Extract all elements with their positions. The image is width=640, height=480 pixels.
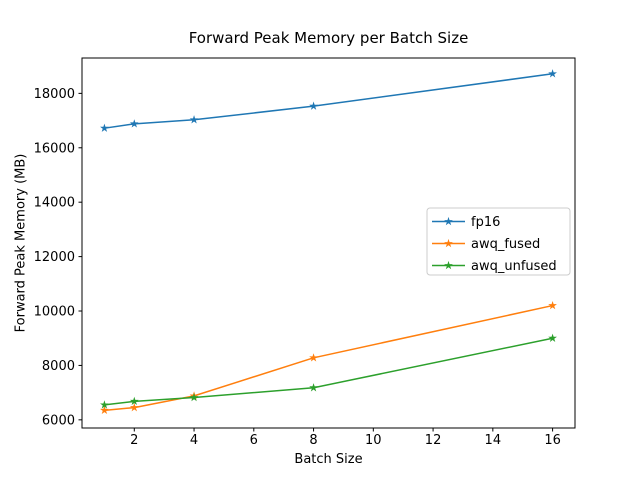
series-marker-awq_unfused <box>189 392 199 402</box>
series-marker-awq_fused <box>100 405 109 415</box>
series-marker-fp16 <box>309 101 318 110</box>
x-axis-label: Batch Size <box>294 452 363 467</box>
series-marker-fp16 <box>129 119 139 128</box>
x-tick-label: 8 <box>309 433 317 448</box>
y-tick-label: 12000 <box>34 250 75 265</box>
x-tick-label: 4 <box>190 433 198 448</box>
x-tick-label: 2 <box>130 433 138 448</box>
x-tick-label: 14 <box>485 433 502 448</box>
series-marker-fp16 <box>100 123 109 132</box>
y-tick-label: 10000 <box>34 305 75 320</box>
x-tick-label: 12 <box>425 433 442 448</box>
legend-sample-marker-awq_unfused <box>444 260 453 270</box>
series-marker-awq_unfused <box>100 400 109 409</box>
legend-label-awq_unfused: awq_unfused <box>471 259 557 274</box>
series-marker-awq_unfused <box>309 383 318 392</box>
y-tick-label: 14000 <box>34 196 75 211</box>
x-tick-label: 6 <box>250 433 258 448</box>
series-marker-awq_unfused <box>129 396 139 406</box>
legend-sample-marker-fp16 <box>444 216 453 226</box>
series-marker-fp16 <box>548 69 557 78</box>
series-marker-awq_fused <box>309 353 318 362</box>
series-marker-awq_fused <box>129 403 139 412</box>
y-tick-label: 16000 <box>34 141 75 156</box>
series-marker-awq_fused <box>548 300 557 310</box>
legend-label-fp16: fp16 <box>471 215 500 230</box>
x-tick-label: 16 <box>544 433 561 448</box>
legend-sample-marker-awq_fused <box>444 238 453 248</box>
y-tick-label: 6000 <box>42 413 75 428</box>
series-marker-awq_unfused <box>548 333 557 342</box>
y-tick-label: 18000 <box>34 87 75 102</box>
chart-title: Forward Peak Memory per Batch Size <box>188 29 469 47</box>
legend-box <box>426 207 571 276</box>
y-axis-label: Forward Peak Memory (MB) <box>13 153 29 333</box>
x-tick-label: 10 <box>365 433 382 448</box>
legend-label-awq_fused: awq_fused <box>471 237 540 252</box>
series-marker-fp16 <box>189 115 199 124</box>
y-tick-label: 8000 <box>42 359 75 374</box>
